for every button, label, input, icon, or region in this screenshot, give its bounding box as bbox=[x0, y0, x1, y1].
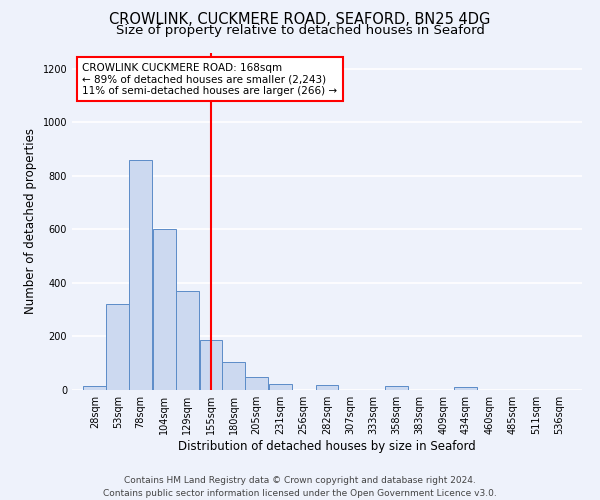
Text: CROWLINK, CUCKMERE ROAD, SEAFORD, BN25 4DG: CROWLINK, CUCKMERE ROAD, SEAFORD, BN25 4… bbox=[109, 12, 491, 28]
Bar bbox=[455, 388, 478, 390]
Bar bbox=[83, 386, 106, 390]
Bar bbox=[106, 304, 129, 390]
Bar bbox=[199, 340, 223, 390]
Bar bbox=[385, 386, 408, 390]
X-axis label: Distribution of detached houses by size in Seaford: Distribution of detached houses by size … bbox=[178, 440, 476, 453]
Bar bbox=[316, 384, 338, 390]
Bar bbox=[129, 160, 152, 390]
Text: CROWLINK CUCKMERE ROAD: 168sqm
← 89% of detached houses are smaller (2,243)
11% : CROWLINK CUCKMERE ROAD: 168sqm ← 89% of … bbox=[82, 62, 337, 96]
Bar bbox=[153, 230, 176, 390]
Text: Contains HM Land Registry data © Crown copyright and database right 2024.
Contai: Contains HM Land Registry data © Crown c… bbox=[103, 476, 497, 498]
Text: Size of property relative to detached houses in Seaford: Size of property relative to detached ho… bbox=[116, 24, 484, 37]
Y-axis label: Number of detached properties: Number of detached properties bbox=[24, 128, 37, 314]
Bar bbox=[269, 384, 292, 390]
Bar bbox=[223, 362, 245, 390]
Bar bbox=[176, 291, 199, 390]
Bar bbox=[245, 377, 268, 390]
